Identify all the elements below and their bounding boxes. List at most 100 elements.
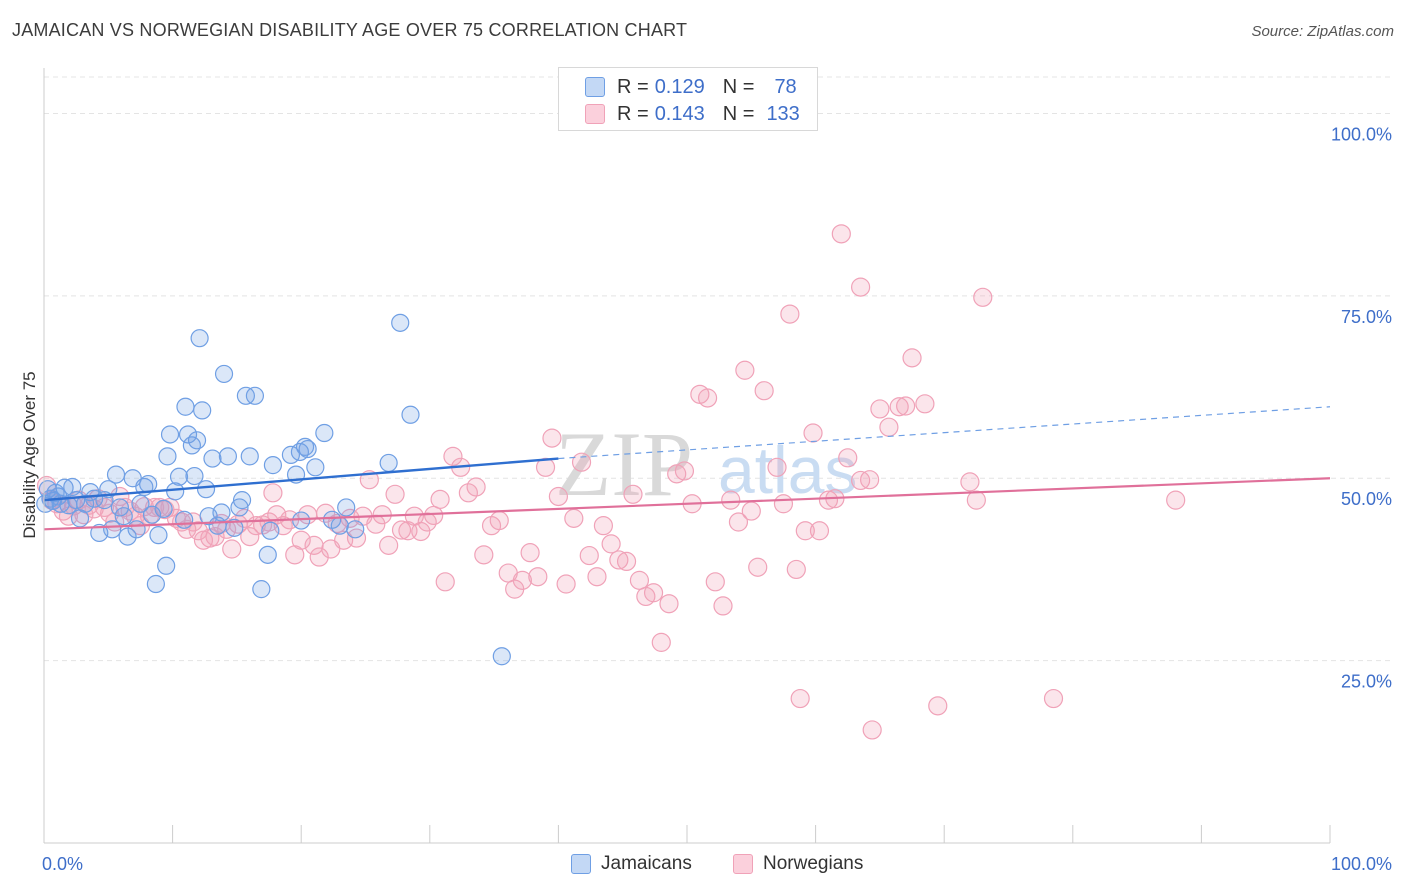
jamaican-point bbox=[55, 478, 74, 497]
norwegian-point bbox=[818, 490, 839, 510]
y-tick-label: 50.0% bbox=[1341, 489, 1392, 509]
jamaican-point bbox=[306, 458, 325, 477]
norwegian-point bbox=[571, 452, 592, 472]
jamaican-point bbox=[298, 439, 317, 459]
jamaican-point bbox=[127, 520, 146, 539]
norwegian-point bbox=[391, 520, 412, 540]
norwegian-point bbox=[651, 632, 671, 652]
jamaican-point bbox=[187, 431, 207, 450]
norwegian-point bbox=[110, 486, 130, 507]
norwegian-point bbox=[556, 574, 576, 594]
norwegian-point bbox=[435, 572, 455, 592]
norwegian-point bbox=[786, 559, 806, 580]
jamaicans-legend-swatch bbox=[571, 854, 591, 874]
jamaican-point bbox=[67, 491, 86, 510]
r-value: 0.129 bbox=[654, 75, 705, 98]
norwegian-point bbox=[879, 417, 899, 437]
norwegian-point bbox=[291, 530, 311, 550]
r-label: R = bbox=[617, 102, 649, 125]
norwegian-point bbox=[809, 521, 830, 541]
jamaican-point bbox=[178, 425, 198, 444]
jamaican-point bbox=[391, 313, 410, 332]
jamaican-point bbox=[258, 545, 277, 564]
axis-layer bbox=[43, 68, 1331, 844]
jamaican-point bbox=[154, 499, 173, 518]
norwegian-point bbox=[424, 505, 444, 526]
jamaican-point bbox=[110, 498, 129, 517]
jamaican-point bbox=[295, 437, 315, 456]
norwegian-point bbox=[741, 501, 761, 521]
jamaican-point bbox=[36, 494, 55, 513]
norwegian-point bbox=[564, 508, 584, 528]
norwegian-point bbox=[430, 489, 450, 509]
norwegian-point bbox=[548, 486, 569, 507]
jamaicans-points bbox=[36, 313, 511, 666]
norwegian-point bbox=[616, 551, 637, 572]
jamaican-point bbox=[401, 405, 420, 424]
norwegian-point bbox=[659, 594, 679, 614]
legend-item-jamaicans[interactable]: Jamaicans bbox=[571, 852, 692, 876]
jamaican-point bbox=[106, 465, 126, 484]
norwegian-point bbox=[235, 508, 255, 528]
y-tick-label: 75.0% bbox=[1341, 307, 1392, 327]
jamaicans-legend-label: Jamaicans bbox=[601, 853, 692, 874]
jamaican-point bbox=[149, 526, 168, 545]
jamaican-point bbox=[315, 423, 334, 443]
norwegian-point bbox=[458, 483, 478, 503]
norwegian-point bbox=[674, 461, 695, 481]
norwegian-point bbox=[754, 381, 774, 401]
norwegian-point bbox=[217, 519, 237, 539]
legend-item-norwegians[interactable]: Norwegians bbox=[733, 852, 863, 876]
jamaican-point bbox=[182, 436, 201, 455]
r-value: 0.143 bbox=[654, 102, 705, 125]
jamaican-point bbox=[203, 449, 222, 468]
norwegian-point bbox=[643, 583, 664, 603]
jamaicans-swatch bbox=[585, 77, 605, 97]
jamaican-point bbox=[379, 453, 398, 473]
norwegian-point bbox=[851, 277, 871, 297]
norwegian-point bbox=[535, 457, 556, 477]
norwegian-point bbox=[188, 521, 208, 541]
norwegian-point bbox=[466, 477, 486, 497]
jamaican-point bbox=[212, 503, 231, 522]
norwegian-point bbox=[728, 512, 749, 532]
jamaican-point bbox=[142, 505, 162, 524]
y-tick-label: 25.0% bbox=[1341, 672, 1392, 692]
watermark-zip: ZIP bbox=[555, 413, 693, 515]
norwegian-point bbox=[528, 567, 548, 587]
watermark-atlas: atlas bbox=[718, 433, 857, 507]
watermark: ZIP atlas bbox=[555, 413, 857, 515]
norwegian-point bbox=[773, 494, 794, 514]
jamaican-point bbox=[232, 491, 252, 510]
y-tick-label: 100.0% bbox=[1331, 124, 1392, 144]
norwegian-point bbox=[443, 446, 463, 466]
norwegian-point bbox=[896, 396, 916, 416]
jamaican-point bbox=[193, 401, 212, 420]
jamaican-point bbox=[196, 480, 216, 499]
jamaican-point bbox=[337, 498, 356, 517]
source-label: Source: ZipAtlas.com bbox=[1251, 23, 1394, 40]
jamaican-point bbox=[157, 556, 176, 575]
jamaican-point bbox=[230, 498, 249, 517]
norwegian-point bbox=[795, 521, 815, 541]
jamaicans-trend-line bbox=[43, 457, 559, 502]
jamaican-point bbox=[214, 364, 234, 384]
norwegian-point bbox=[862, 720, 882, 740]
jamaican-point bbox=[190, 329, 209, 348]
norwegian-point bbox=[579, 545, 599, 566]
jamaican-point bbox=[160, 425, 180, 444]
jamaican-point bbox=[492, 647, 511, 666]
norwegian-point bbox=[870, 399, 890, 419]
norwegian-point bbox=[973, 287, 993, 307]
jamaican-point bbox=[292, 511, 311, 530]
norwegian-point bbox=[542, 428, 562, 448]
norwegian-point bbox=[512, 570, 532, 590]
norwegian-point bbox=[748, 557, 768, 577]
jamaican-point bbox=[240, 447, 259, 466]
norwegian-point bbox=[623, 484, 643, 504]
chart-title: JAMAICAN VS NORWEGIAN DISABILITY AGE OVE… bbox=[12, 20, 688, 40]
norwegian-point bbox=[697, 388, 718, 408]
norwegian-point bbox=[838, 448, 858, 468]
norwegians-trend-line bbox=[43, 477, 1331, 531]
